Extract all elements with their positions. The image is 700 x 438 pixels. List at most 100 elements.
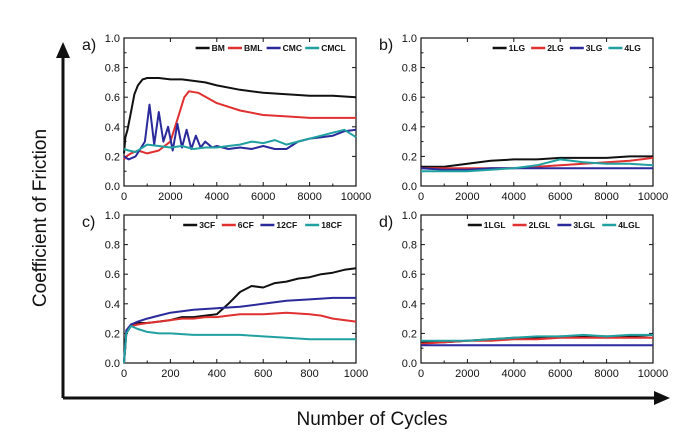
x-tick-label: 10000 xyxy=(638,191,669,203)
plot-frame xyxy=(123,214,357,364)
legend-item-BM: BM xyxy=(195,43,225,53)
legend-item-CMCL: CMCL xyxy=(305,43,346,53)
y-tick-label: 0.6 xyxy=(105,269,120,281)
y-tick-label: 1.0 xyxy=(402,210,417,222)
legend-label: BML xyxy=(244,43,262,53)
legend-label: 3CF xyxy=(199,220,215,230)
x-tick-label: 4000 xyxy=(205,191,229,203)
legend-item-4LG: 4LG xyxy=(608,43,641,53)
x-tick-label: 0 xyxy=(121,191,127,203)
y-tick-label: 0.4 xyxy=(402,299,417,311)
series-line-CMCL xyxy=(123,128,357,153)
x-tick-label: 4000 xyxy=(502,191,526,203)
x-tick-label: 6000 xyxy=(548,368,572,380)
series-line-3LG xyxy=(420,167,653,171)
x-tick-label: 600 xyxy=(254,368,272,380)
x-tick-label: 0 xyxy=(418,368,424,380)
outer-y-arrow-icon xyxy=(56,42,70,58)
y-tick-label: 1.0 xyxy=(105,210,120,222)
outer-y-label: Coefficient of Friction xyxy=(30,129,51,307)
legend-label: BM xyxy=(212,43,225,53)
y-tick-label: 0.8 xyxy=(402,63,417,75)
series-line-12CF xyxy=(123,296,356,364)
legend-item-1LG: 1LG xyxy=(492,43,526,53)
x-tick-label: 8000 xyxy=(594,191,618,203)
y-tick-label: 0.6 xyxy=(402,269,417,281)
y-tick-label: 0.8 xyxy=(402,240,417,252)
legend-label: 18CF xyxy=(321,220,342,230)
series-line-2LG xyxy=(421,156,654,170)
y-tick-label: 0.0 xyxy=(402,358,417,370)
y-tick-label: 0.2 xyxy=(105,328,120,340)
x-tick-label: 6000 xyxy=(251,191,275,203)
legend-item-6CF: 6CF xyxy=(221,220,254,230)
panel-label: b) xyxy=(379,37,393,54)
outer-x-label: Number of Cycles xyxy=(297,409,448,430)
y-tick-label: 0.4 xyxy=(105,122,120,134)
panel-3: 0.0 0.2 0.4 0.6 0.8 1.0 0 200 400 600 800 1000 c) 3CF… xyxy=(82,210,368,380)
legend-label: 1LGL xyxy=(484,220,506,230)
x-tick-label: 10000 xyxy=(341,191,372,203)
y-tick-label: 0.0 xyxy=(402,181,417,193)
legend-label: 2LGL xyxy=(529,220,551,230)
x-tick-label: 400 xyxy=(208,368,226,380)
y-tick-label: 1.0 xyxy=(105,33,120,45)
panel-label: a) xyxy=(82,37,96,54)
panel-1: 0.0 0.2 0.4 0.6 0.8 1.0 0 2000 4000 6000 8000 10000… xyxy=(82,33,371,203)
x-tick-label: 4000 xyxy=(502,368,526,380)
series-line-BM xyxy=(123,77,357,154)
y-tick-label: 0.8 xyxy=(105,240,120,252)
legend-item-2LG: 2LG xyxy=(531,43,564,53)
series-line-18CF xyxy=(123,325,356,364)
x-tick-label: 8000 xyxy=(594,368,618,380)
x-tick-label: 6000 xyxy=(548,191,572,203)
x-tick-label: 200 xyxy=(161,368,179,380)
y-tick-label: 0.2 xyxy=(105,151,120,163)
x-tick-label: 2000 xyxy=(455,368,479,380)
legend-item-1LGL: 1LGL xyxy=(467,220,506,230)
y-tick-label: 0.6 xyxy=(402,92,417,104)
x-tick-label: 0 xyxy=(418,191,424,203)
legend-item-BML: BML xyxy=(228,43,262,53)
legend-item-2LGL: 2LGL xyxy=(512,220,551,230)
legend-item-12CF: 12CF xyxy=(260,220,297,230)
legend-item-3LG: 3LG xyxy=(569,43,603,53)
legend-item-18CF: 18CF xyxy=(305,220,342,230)
y-tick-label: 0.6 xyxy=(105,92,120,104)
y-tick-label: 1.0 xyxy=(402,33,417,45)
y-tick-label: 0.0 xyxy=(105,358,120,370)
legend-label: 12CF xyxy=(276,220,297,230)
y-tick-label: 0.4 xyxy=(105,299,120,311)
y-tick-label: 0.2 xyxy=(402,328,417,340)
x-tick-label: 800 xyxy=(300,368,318,380)
x-tick-label: 8000 xyxy=(297,191,321,203)
outer-x-arrow-icon xyxy=(654,391,670,405)
series-line-6CF xyxy=(123,311,357,364)
y-tick-label: 0.2 xyxy=(402,151,417,163)
legend-label: 3LGL xyxy=(573,220,595,230)
legend-label: 3LG xyxy=(586,43,603,53)
panel-label: c) xyxy=(82,214,95,231)
series-line-1LG xyxy=(421,155,653,168)
x-tick-label: 2000 xyxy=(158,191,182,203)
panel-2: 0.0 0.2 0.4 0.6 0.8 1.0 0 2000 4000 6000 8000 10000… xyxy=(379,33,668,203)
legend-label: 4LG xyxy=(624,43,641,53)
legend-item-4LGL: 4LGL xyxy=(602,220,640,230)
series-line-BML xyxy=(123,90,356,161)
y-tick-label: 0.8 xyxy=(105,63,120,75)
x-tick-label: 10000 xyxy=(638,368,669,380)
panel-label: d) xyxy=(379,214,393,231)
legend-label: CMC xyxy=(283,43,302,53)
legend-item-3CF: 3CF xyxy=(183,220,215,230)
legend-label: 4LGL xyxy=(618,220,640,230)
legend-label: 6CF xyxy=(238,220,254,230)
series-line-4LG xyxy=(421,158,654,173)
series-line-4LGL xyxy=(421,333,653,342)
legend-label: CMCL xyxy=(321,43,346,53)
y-tick-label: 0.4 xyxy=(402,122,417,134)
legend-item-CMC: CMC xyxy=(266,43,302,53)
x-tick-label: 0 xyxy=(121,368,127,380)
x-tick-label: 1000 xyxy=(344,368,368,380)
y-tick-label: 0.0 xyxy=(105,181,120,193)
